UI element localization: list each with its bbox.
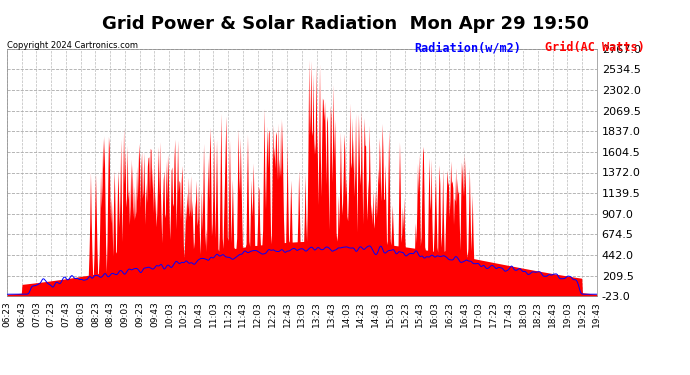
Text: Radiation(w/m2): Radiation(w/m2)	[414, 41, 521, 54]
Text: Grid(AC Watts): Grid(AC Watts)	[545, 41, 645, 54]
Text: Grid Power & Solar Radiation  Mon Apr 29 19:50: Grid Power & Solar Radiation Mon Apr 29 …	[101, 15, 589, 33]
Text: Copyright 2024 Cartronics.com: Copyright 2024 Cartronics.com	[7, 41, 138, 50]
